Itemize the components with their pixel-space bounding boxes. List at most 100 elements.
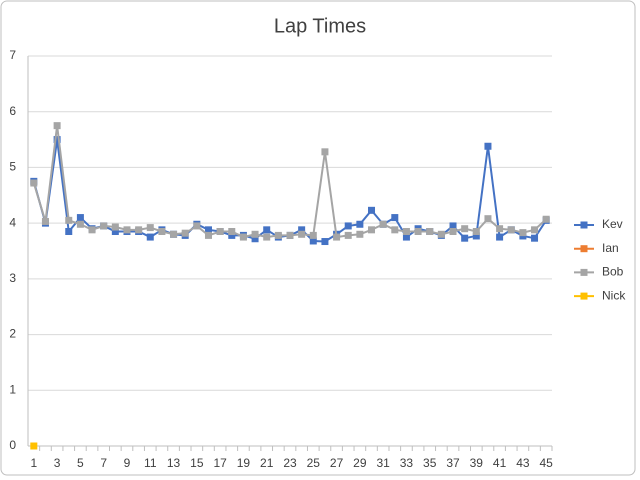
data-point — [65, 216, 73, 224]
x-tick-label: 39 — [470, 456, 484, 470]
data-point — [472, 228, 480, 235]
data-point — [309, 231, 317, 239]
data-point — [298, 226, 306, 234]
data-point — [391, 226, 399, 234]
chart-title: Lap Times — [274, 15, 366, 37]
data-point — [263, 233, 271, 241]
x-tick-label: 43 — [516, 456, 530, 470]
x-tick-label: 33 — [400, 456, 414, 470]
legend-label: Bob — [602, 265, 624, 279]
data-point — [65, 228, 73, 235]
data-point — [542, 215, 550, 223]
data-point — [123, 226, 131, 234]
data-point — [251, 230, 259, 238]
data-point — [239, 233, 247, 241]
data-point — [379, 220, 387, 228]
data-point — [496, 233, 504, 241]
data-point — [228, 228, 236, 235]
x-tick-label: 41 — [493, 456, 507, 470]
data-point — [181, 229, 189, 237]
y-tick-label: 4 — [9, 215, 16, 229]
x-tick-label: 9 — [124, 456, 131, 470]
data-point — [41, 217, 49, 225]
data-point — [321, 238, 329, 246]
legend-label: Nick — [602, 288, 626, 302]
data-point — [484, 142, 492, 150]
data-point — [146, 224, 154, 232]
data-point — [193, 222, 201, 230]
x-tick-label: 5 — [77, 456, 84, 470]
data-point — [461, 225, 469, 233]
data-point — [111, 223, 119, 231]
data-point — [228, 231, 236, 239]
data-point — [321, 148, 329, 156]
data-point — [402, 228, 410, 235]
data-point — [251, 235, 259, 243]
data-point — [531, 226, 539, 234]
y-tick-label: 6 — [9, 104, 16, 118]
x-tick-label: 17 — [213, 456, 227, 470]
data-point — [53, 136, 61, 144]
data-point — [402, 233, 410, 241]
data-point — [531, 234, 539, 242]
x-tick-label: 15 — [190, 456, 204, 470]
data-point — [204, 226, 212, 234]
y-tick-label: 7 — [9, 48, 16, 62]
data-point — [449, 222, 457, 230]
data-point — [461, 234, 469, 242]
data-point — [414, 228, 422, 235]
x-tick-label: 37 — [446, 456, 460, 470]
data-point — [263, 226, 271, 234]
data-point — [426, 228, 434, 235]
data-point — [507, 226, 515, 234]
data-point — [274, 231, 282, 239]
data-point — [158, 228, 166, 235]
data-point — [135, 226, 143, 234]
x-tick-label: 45 — [539, 456, 553, 470]
data-point — [368, 226, 376, 234]
data-point — [170, 230, 178, 238]
data-point — [53, 122, 61, 130]
data-point — [216, 228, 224, 235]
data-point — [30, 179, 38, 187]
data-point — [356, 230, 364, 238]
data-point — [472, 232, 480, 240]
data-point — [344, 231, 352, 239]
data-point — [344, 222, 352, 230]
data-point — [496, 225, 504, 233]
legend-label: Ian — [602, 241, 619, 255]
y-tick-label: 1 — [9, 382, 16, 396]
x-tick-label: 7 — [100, 456, 107, 470]
data-point — [146, 233, 154, 241]
x-tick-label: 21 — [260, 456, 274, 470]
legend-marker — [580, 268, 588, 276]
data-point — [437, 230, 445, 238]
x-tick-label: 31 — [376, 456, 390, 470]
y-tick-label: 5 — [9, 160, 16, 174]
data-point — [333, 233, 341, 241]
x-tick-label: 35 — [423, 456, 437, 470]
data-point — [356, 220, 364, 228]
data-point — [76, 220, 84, 228]
data-point — [286, 231, 294, 239]
x-tick-label: 25 — [307, 456, 321, 470]
x-tick-label: 13 — [167, 456, 181, 470]
data-point — [519, 229, 527, 237]
y-tick-label: 0 — [9, 438, 16, 452]
x-tick-label: 1 — [30, 456, 37, 470]
x-tick-label: 23 — [283, 456, 297, 470]
data-point — [368, 206, 376, 214]
data-point — [449, 228, 457, 235]
data-point — [204, 231, 212, 239]
legend-marker — [580, 292, 588, 300]
legend-marker — [580, 245, 588, 253]
data-point — [309, 237, 317, 245]
data-point — [298, 230, 306, 238]
x-tick-label: 3 — [54, 456, 61, 470]
legend-marker — [580, 221, 588, 229]
data-point — [100, 222, 108, 230]
x-tick-label: 29 — [353, 456, 367, 470]
x-tick-label: 11 — [144, 456, 157, 470]
